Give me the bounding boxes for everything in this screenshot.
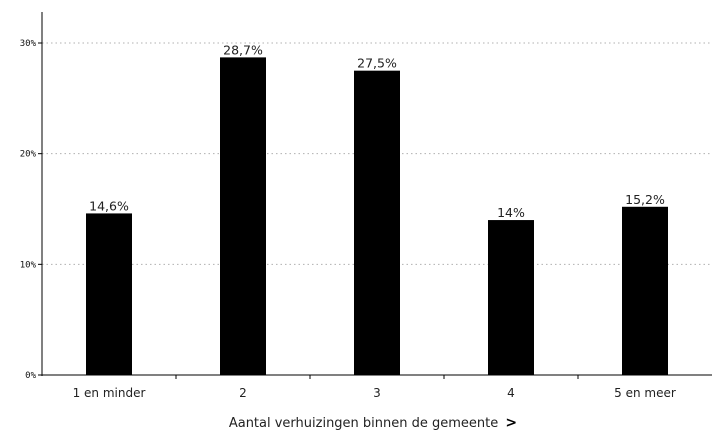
x-tick-label: 4 [507, 386, 515, 400]
bars [86, 57, 668, 376]
y-tick-label: 30% [20, 39, 37, 49]
y-axis-ticks: 0% 10% 20% 30% [20, 39, 42, 381]
y-tick-label: 10% [20, 260, 37, 270]
bar [354, 70, 400, 376]
x-axis-label: Aantal verhuizingen binnen de gemeente > [229, 415, 517, 431]
data-label: 14% [497, 205, 525, 220]
bar [488, 220, 534, 375]
x-tick-label: 5 en meer [614, 386, 676, 400]
y-tick-label: 20% [20, 150, 37, 160]
data-label: 27,5% [357, 56, 397, 71]
x-tick-label: 3 [373, 386, 381, 400]
data-label: 28,7% [223, 42, 263, 57]
x-axis-ticks: 1 en minder 2 3 4 5 en meer [73, 375, 676, 400]
grid-lines [42, 42, 712, 265]
bar [622, 206, 668, 375]
data-label: 14,6% [89, 198, 129, 213]
bar [220, 57, 266, 376]
bar [86, 213, 132, 375]
y-tick-label: 0% [25, 371, 36, 381]
data-labels: 14,6% 28,7% 27,5% 14% 15,2% [89, 42, 665, 220]
x-tick-label: 2 [239, 386, 247, 400]
data-label: 15,2% [625, 192, 665, 207]
x-tick-label: 1 en minder [73, 386, 146, 400]
